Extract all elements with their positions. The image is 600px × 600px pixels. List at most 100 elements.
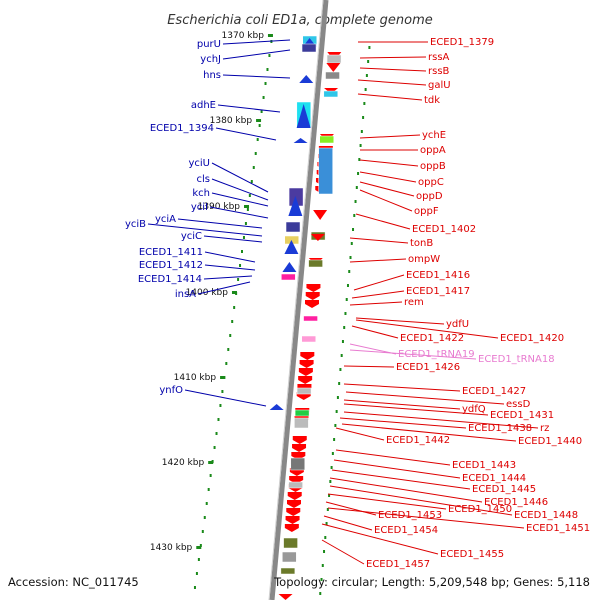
kbp-tick-label: 1390 kbp xyxy=(198,202,241,212)
gene-label-yciA: yciA xyxy=(155,214,176,225)
gene-block xyxy=(288,481,303,489)
leader-line-left xyxy=(222,74,291,79)
gene-arrow-plus xyxy=(299,360,314,368)
gene-arrow-minus xyxy=(288,196,303,216)
tick-dot-right xyxy=(349,256,352,259)
gene-label-yciB: yciB xyxy=(125,219,146,230)
gene-label-ECED1_1379: ECED1_1379 xyxy=(430,37,494,48)
tick-dot-left xyxy=(244,222,247,225)
tick-dot-right xyxy=(362,116,365,119)
gene-block xyxy=(325,71,340,80)
gene-label-ECED1_1457: ECED1_1457 xyxy=(366,559,430,570)
gene-block xyxy=(319,135,335,144)
tick-dot-left xyxy=(250,180,253,183)
leader-line-left xyxy=(211,162,269,193)
gene-label-rssB: rssB xyxy=(428,66,450,77)
tick-dot-right xyxy=(355,186,358,189)
leader-line-right xyxy=(349,301,403,306)
tick-dot-left xyxy=(197,558,200,561)
tick-dot-left xyxy=(233,306,236,309)
tick-dot-right xyxy=(336,396,339,399)
leader-line-right xyxy=(327,493,447,510)
accession-text: Accession: NC_011745 xyxy=(8,575,139,589)
tick-dot-right xyxy=(345,298,348,301)
leader-line-right xyxy=(353,274,405,291)
gene-arrow-minus xyxy=(296,104,311,128)
tick-dot-right xyxy=(360,130,363,133)
gene-arrow-plus xyxy=(285,516,300,524)
leader-line-right xyxy=(359,159,419,167)
gene-block xyxy=(280,567,296,575)
leader-line-left xyxy=(203,235,263,243)
tick-dot-left xyxy=(252,166,255,169)
gene-block xyxy=(285,221,301,233)
tick-dot-left xyxy=(219,404,222,407)
tick-dot-right xyxy=(329,480,332,483)
gene-arrow-minus xyxy=(269,404,284,410)
gene-label-tonB: tonB xyxy=(410,238,433,249)
tick-dot-right xyxy=(367,60,370,63)
tick-dot-left xyxy=(217,418,220,421)
gene-block xyxy=(301,43,317,53)
tick-dot-left xyxy=(256,138,259,141)
tick-dot-left xyxy=(266,68,269,71)
tick-dot-left xyxy=(242,236,245,239)
tick-dot-right xyxy=(323,550,326,553)
tick-dot-right xyxy=(331,452,334,455)
gene-block xyxy=(303,315,318,322)
tick-dot-left xyxy=(201,530,204,533)
kbp-tick-label: 1370 kbp xyxy=(222,31,265,41)
gene-label-ECED1_1450: ECED1_1450 xyxy=(448,504,512,515)
gene-label-hns: hns xyxy=(203,70,221,81)
leader-line-right xyxy=(357,93,423,101)
kbp-tick-mark xyxy=(256,119,262,122)
gene-label-adhE: adhE xyxy=(191,100,216,111)
kbp-tick-label: 1420 kbp xyxy=(162,458,205,468)
kbp-tick-mark xyxy=(231,291,237,294)
tick-dot-right xyxy=(352,228,355,231)
leader-line-right xyxy=(359,134,421,139)
leader-line-right xyxy=(359,171,417,183)
tick-dot-left xyxy=(205,502,208,505)
gene-label-ECED1_1444: ECED1_1444 xyxy=(462,473,526,484)
leader-line-right xyxy=(359,56,427,59)
leader-line-right xyxy=(329,485,513,516)
gene-label-yciC: yciC xyxy=(181,231,202,242)
gene-label-cls: cls xyxy=(197,174,211,185)
gene-label-galU: galU xyxy=(428,80,451,91)
backbone-line xyxy=(269,0,329,600)
tick-dot-right xyxy=(341,340,344,343)
tick-dot-left xyxy=(215,432,218,435)
gene-label-ychE: ychE xyxy=(422,130,446,141)
leader-line-right xyxy=(331,469,471,490)
tick-dot-left xyxy=(227,348,230,351)
gene-label-ECED1_1394: ECED1_1394 xyxy=(150,123,214,134)
gene-label-rem: rem xyxy=(404,297,424,308)
tick-dot-left xyxy=(241,250,243,253)
leader-line-right xyxy=(335,427,385,441)
gene-label-yciI: yciI xyxy=(191,202,208,213)
gene-label-oppB: oppB xyxy=(420,161,446,172)
tick-dot-right xyxy=(320,578,323,581)
gene-label-ECED1_1451: ECED1_1451 xyxy=(526,523,590,534)
kbp-tick-mark xyxy=(220,376,226,379)
gene-label-ECED1_1412: ECED1_1412 xyxy=(139,260,203,271)
gene-label-ECED1_1455: ECED1_1455 xyxy=(440,549,504,560)
tick-dot-right xyxy=(330,466,333,469)
tick-dot-right xyxy=(338,382,341,385)
tick-dot-right xyxy=(354,200,357,203)
tick-dot-left xyxy=(229,334,232,337)
tick-dot-left xyxy=(258,124,261,127)
tick-dot-right xyxy=(350,242,353,245)
leader-line-right xyxy=(321,523,439,555)
gene-arrow-minus xyxy=(299,75,314,83)
leader-line-right xyxy=(349,237,409,244)
gene-label-ECED1_1453: ECED1_1453 xyxy=(378,510,442,521)
gene-label-rssA: rssA xyxy=(428,52,450,63)
gene-label-oppD: oppD xyxy=(416,191,443,202)
backbone xyxy=(268,0,329,600)
gene-block xyxy=(326,54,342,64)
leader-line-left xyxy=(222,39,291,45)
kbp-tick-label: 1400 kbp xyxy=(186,288,229,298)
tick-dot-right xyxy=(340,354,343,357)
